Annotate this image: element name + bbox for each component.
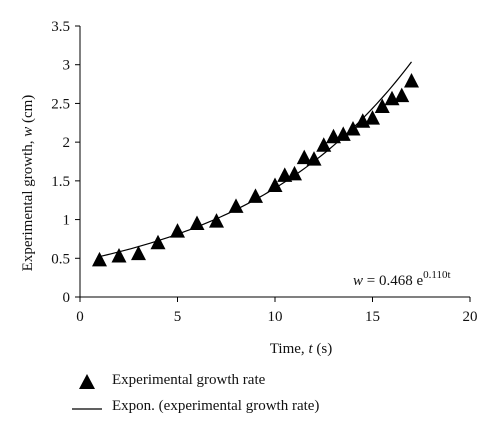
y-tick-label: 1.5 xyxy=(51,174,70,190)
y-ticks: 0 0.5 1 1.5 2 2.5 3 3.5 xyxy=(51,19,80,306)
x-axis-title: Time, t (s) xyxy=(270,341,332,357)
legend-label-fit: Expon. (experimental growth rate) xyxy=(112,398,320,414)
y-tick-label: 0 xyxy=(63,290,71,306)
data-point-triangle xyxy=(374,98,390,114)
fit-line-group xyxy=(99,61,412,258)
legend-label-scatter: Experimental growth rate xyxy=(112,372,266,388)
data-point-triangle xyxy=(306,151,322,166)
data-point-triangle xyxy=(365,110,380,125)
data-point-triangle xyxy=(131,245,146,261)
data-point-triangle xyxy=(170,223,185,238)
x-ticks: 0 5 10 15 20 xyxy=(76,297,478,325)
x-tick-label: 5 xyxy=(174,309,182,325)
data-point-triangle xyxy=(248,188,263,203)
data-point-triangle xyxy=(150,234,166,250)
data-point-triangle xyxy=(209,213,224,228)
y-tick-label: 2 xyxy=(63,135,71,151)
data-point-triangle xyxy=(404,72,419,88)
data-point-triangle xyxy=(267,177,283,193)
y-axis-title: Experimental growth, w (cm) xyxy=(20,95,36,272)
y-tick-label: 0.5 xyxy=(51,251,70,267)
data-point-triangle xyxy=(296,149,312,165)
fit-equation: w = 0.468 e0.110t xyxy=(353,269,451,289)
data-point-triangle xyxy=(345,120,361,136)
x-tick-label: 10 xyxy=(268,309,283,325)
data-point-triangle xyxy=(189,215,205,230)
x-tick-label: 0 xyxy=(76,309,84,325)
y-tick-label: 1 xyxy=(63,213,71,229)
data-point-triangle xyxy=(335,126,351,141)
data-point-triangle xyxy=(92,251,107,267)
data-point-triangle xyxy=(111,247,127,263)
data-point-triangle xyxy=(394,87,410,103)
y-tick-label: 2.5 xyxy=(51,96,70,112)
x-tick-label: 20 xyxy=(463,309,478,325)
triangle-marker-icon xyxy=(79,374,95,389)
data-point-triangle xyxy=(287,165,302,181)
data-point-triangle xyxy=(316,137,332,152)
data-points xyxy=(92,72,419,267)
y-tick-label: 3.5 xyxy=(51,19,70,35)
fit-line xyxy=(99,61,412,258)
line-marker-icon xyxy=(72,408,102,410)
x-tick-label: 15 xyxy=(365,309,380,325)
data-point-triangle xyxy=(228,198,244,213)
y-tick-label: 3 xyxy=(63,58,71,74)
